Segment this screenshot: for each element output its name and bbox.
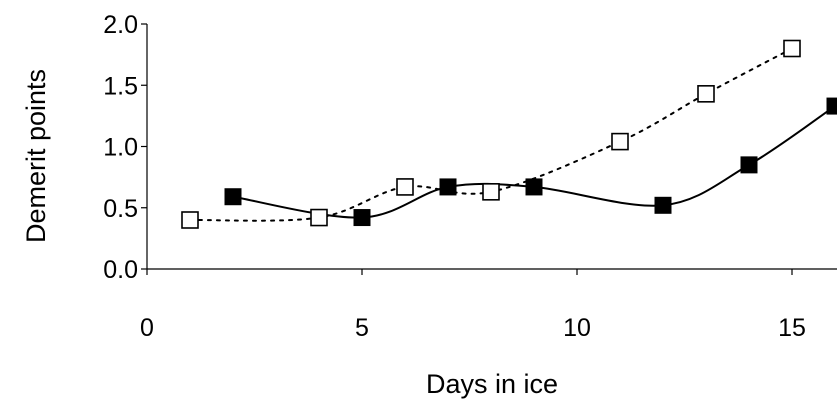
series-1-point [654,196,672,214]
series-2-point [783,39,801,58]
series-1-point [439,178,457,196]
series-2-point [482,183,500,201]
x-ticks: 0 5 10 15 [140,269,806,342]
series-1-point [224,188,242,206]
series-2-point [310,208,328,227]
series-2-point [181,211,199,229]
x-tick-label: 10 [563,314,591,342]
y-ticks: 0.0 0.5 1.0 1.5 2.0 [103,11,147,284]
series-1-point [740,156,758,174]
series-2-point [611,132,629,151]
series-markers [181,39,837,229]
y-tick-label: 0.0 [103,256,138,284]
x-tick-label: 15 [778,314,806,342]
y-tick-label: 0.5 [103,195,138,223]
y-tick-label: 2.0 [103,11,138,39]
series-1-point [353,209,371,227]
series-1-point [826,97,837,115]
x-tick-label: 5 [355,314,369,342]
y-tick-label: 1.5 [103,72,138,100]
series-2-point [697,85,715,103]
plot-area: 0.0 0.5 1.0 1.5 2.0 0 5 10 15 [103,11,837,342]
y-tick-label: 1.0 [103,134,138,162]
x-tick-label: 0 [140,314,154,342]
y-axis-label: Demerit points [21,69,51,243]
series-lines [189,47,836,222]
series-2-point [396,178,414,196]
series-1-point [525,178,543,196]
x-axis-label: Days in ice [426,369,558,399]
